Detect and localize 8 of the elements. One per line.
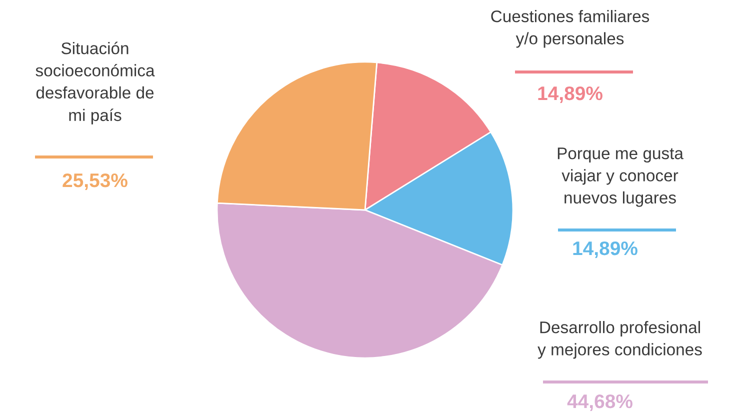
data-label: 44,68%: [567, 394, 632, 412]
data-label: 14,89%: [573, 241, 638, 258]
data-label: 14,89%: [538, 86, 602, 104]
slice-label: Porque me gusta viajar y conocer nuevos lugares: [558, 148, 684, 207]
slice-label: Cuestiones familiares y/o personales: [491, 10, 650, 48]
slice-label: Desarrollo profesional y mejores condiciones: [538, 321, 702, 359]
slice-label: Situación socioeconómica desfavorable de mi país: [36, 42, 155, 124]
data-label: 25,53%: [62, 173, 128, 190]
